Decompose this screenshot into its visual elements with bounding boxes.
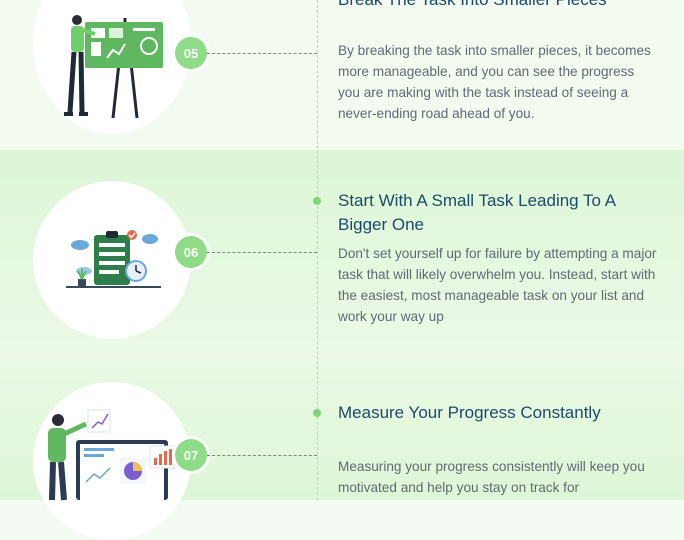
step-05-title: Break The Task Into Smaller Pieces <box>338 0 658 12</box>
step-07-connector <box>207 455 317 456</box>
step-05-description: By breaking the task into smaller pieces… <box>338 43 651 121</box>
clipboard-checklist-illustration <box>66 230 161 288</box>
step-07-description: Measuring your progress consistently wil… <box>338 459 645 495</box>
timeline-line <box>317 0 318 500</box>
presentation-board-illustration <box>64 15 163 119</box>
step-05-number-badge: 05 <box>175 37 207 69</box>
step-06-number-badge: 06 <box>175 236 207 268</box>
step-06-description: Don't set yourself up for failure by att… <box>338 246 657 324</box>
step-07-title: Measure Your Progress Constantly <box>338 403 601 422</box>
progress-dashboard-illustration <box>48 409 177 501</box>
step-05-connector <box>207 53 317 54</box>
step-06-title: Start With A Small Task Leading To A Big… <box>338 191 616 234</box>
step-07-number-badge: 07 <box>175 439 207 471</box>
step-06-timeline-dot <box>313 197 321 205</box>
step-06-connector <box>207 252 317 253</box>
step-07-timeline-dot <box>313 409 321 417</box>
